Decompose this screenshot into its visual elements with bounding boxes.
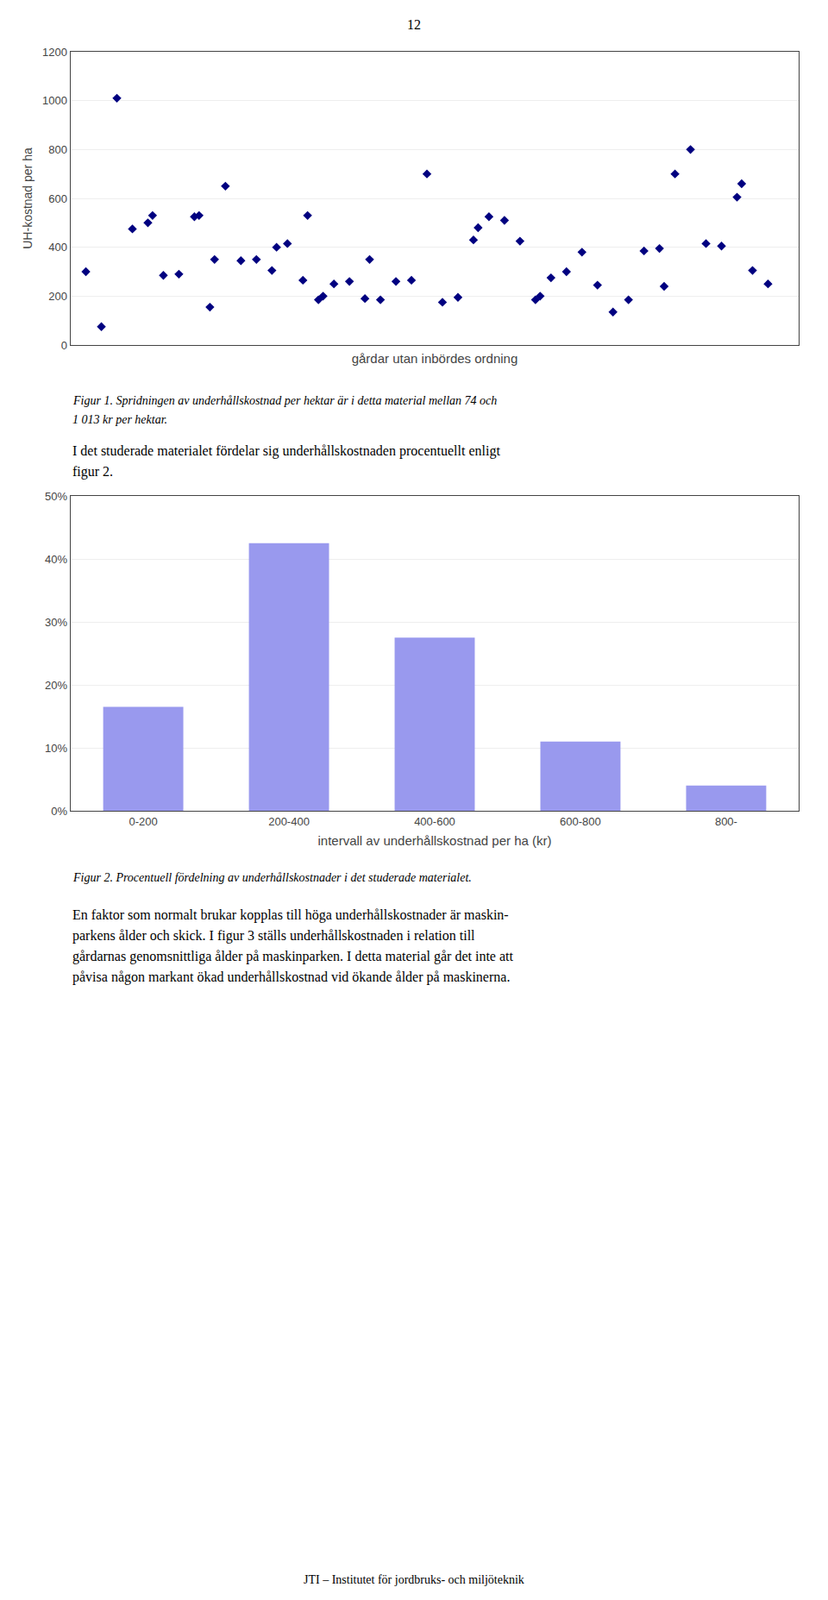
svg-text:50%: 50% (44, 489, 68, 503)
svg-text:40%: 40% (44, 552, 68, 566)
svg-text:UH-kostnad per ha: UH-kostnad per ha (20, 147, 35, 250)
svg-text:gårdar utan inbördes ordning: gårdar utan inbördes ordning (351, 351, 519, 366)
svg-text:400-600: 400-600 (414, 815, 456, 828)
svg-text:800-: 800- (715, 815, 738, 828)
svg-text:30%: 30% (44, 615, 68, 629)
svg-text:figur 2.: figur 2. (72, 464, 113, 480)
svg-text:I det studerade materialet för: I det studerade materialet fördelar sig … (72, 443, 501, 459)
svg-text:20%: 20% (44, 678, 68, 692)
svg-text:En faktor som normalt brukar k: En faktor som normalt brukar kopplas til… (72, 907, 509, 923)
svg-text:JTI – Institutet för jordbruks: JTI – Institutet för jordbruks- och milj… (303, 1573, 525, 1587)
svg-text:600: 600 (48, 192, 68, 206)
svg-text:1000: 1000 (42, 94, 68, 107)
svg-text:400: 400 (48, 240, 68, 254)
svg-text:påvisa någon markant ökad unde: påvisa någon markant ökad underhållskost… (72, 969, 510, 985)
svg-text:600-800: 600-800 (559, 815, 602, 828)
svg-text:200: 200 (48, 289, 68, 303)
svg-text:12: 12 (407, 17, 421, 32)
svg-text:10%: 10% (44, 741, 68, 755)
svg-text:0: 0 (61, 338, 68, 352)
svg-text:0-200: 0-200 (128, 815, 157, 828)
svg-text:intervall av underhållskostnad: intervall av underhållskostnad per ha (k… (318, 833, 552, 848)
svg-text:200-400: 200-400 (268, 815, 310, 828)
svg-text:1200: 1200 (42, 45, 68, 59)
svg-text:800: 800 (48, 143, 68, 157)
svg-text:1 013 kr per hektar.: 1 013 kr per hektar. (72, 413, 168, 427)
svg-text:gårdarnas genomsnittliga ålder: gårdarnas genomsnittliga ålder på maskin… (72, 948, 514, 965)
svg-text:Figur 2. Procentuell fördelnin: Figur 2. Procentuell fördelning av under… (72, 871, 472, 885)
svg-text:Figur 1. Spridningen av underh: Figur 1. Spridningen av underhållskostna… (72, 394, 497, 408)
svg-text:0%: 0% (50, 804, 68, 818)
svg-text:parkens ålder och skick. I fig: parkens ålder och skick. I figur 3 ställ… (72, 928, 476, 944)
